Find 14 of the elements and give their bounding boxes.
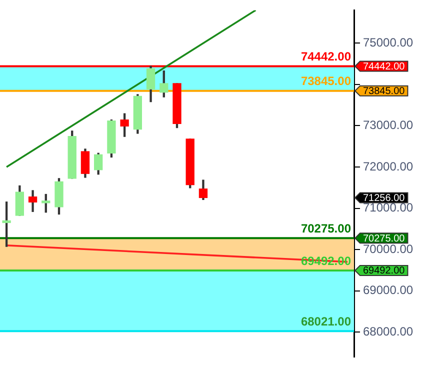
y-tick-label: 73000.00 [363, 118, 414, 132]
ref-line-label: 74442.00 [300, 50, 352, 64]
text: 73845.00 [363, 86, 405, 98]
text: 70275.00 [363, 233, 405, 244]
text: 69492.00 [363, 266, 405, 277]
ref-line-label: 68021.00 [300, 314, 352, 328]
y-tick-label: 70000.00 [363, 242, 414, 256]
ref-line-label: 70275.00 [300, 221, 352, 236]
ref-line-label: 73845.00 [300, 74, 352, 88]
y-tick-label: 69000.00 [363, 283, 414, 298]
y-tick-label: 75000.00 [363, 36, 414, 50]
y-tick-label: 72000.00 [363, 159, 414, 174]
text: 74442.00 [363, 61, 405, 72]
y-tick-label: 68000.00 [363, 324, 414, 338]
